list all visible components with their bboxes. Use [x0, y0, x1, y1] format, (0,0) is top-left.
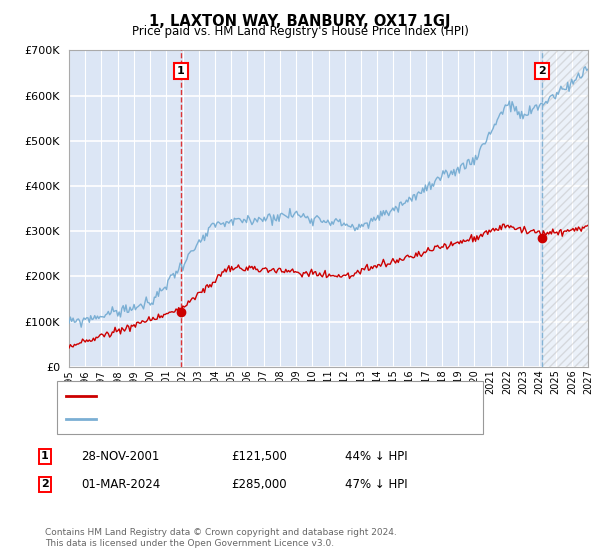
Text: 1, LAXTON WAY, BANBURY, OX17 1GJ (detached house): 1, LAXTON WAY, BANBURY, OX17 1GJ (detach…	[100, 391, 408, 401]
Text: 1: 1	[41, 451, 49, 461]
Text: £285,000: £285,000	[231, 478, 287, 491]
Text: 28-NOV-2001: 28-NOV-2001	[81, 450, 160, 463]
Text: 2: 2	[41, 479, 49, 489]
Text: £121,500: £121,500	[231, 450, 287, 463]
Text: 44% ↓ HPI: 44% ↓ HPI	[345, 450, 407, 463]
Text: 01-MAR-2024: 01-MAR-2024	[81, 478, 160, 491]
Text: 1: 1	[177, 66, 185, 76]
Text: 47% ↓ HPI: 47% ↓ HPI	[345, 478, 407, 491]
Text: HPI: Average price, detached house, Cherwell: HPI: Average price, detached house, Cher…	[100, 414, 355, 424]
Text: Price paid vs. HM Land Registry's House Price Index (HPI): Price paid vs. HM Land Registry's House …	[131, 25, 469, 38]
Text: Contains HM Land Registry data © Crown copyright and database right 2024.
This d: Contains HM Land Registry data © Crown c…	[45, 528, 397, 548]
Bar	[542, 50, 588, 367]
Text: 1, LAXTON WAY, BANBURY, OX17 1GJ: 1, LAXTON WAY, BANBURY, OX17 1GJ	[149, 14, 451, 29]
Text: 2: 2	[538, 66, 546, 76]
